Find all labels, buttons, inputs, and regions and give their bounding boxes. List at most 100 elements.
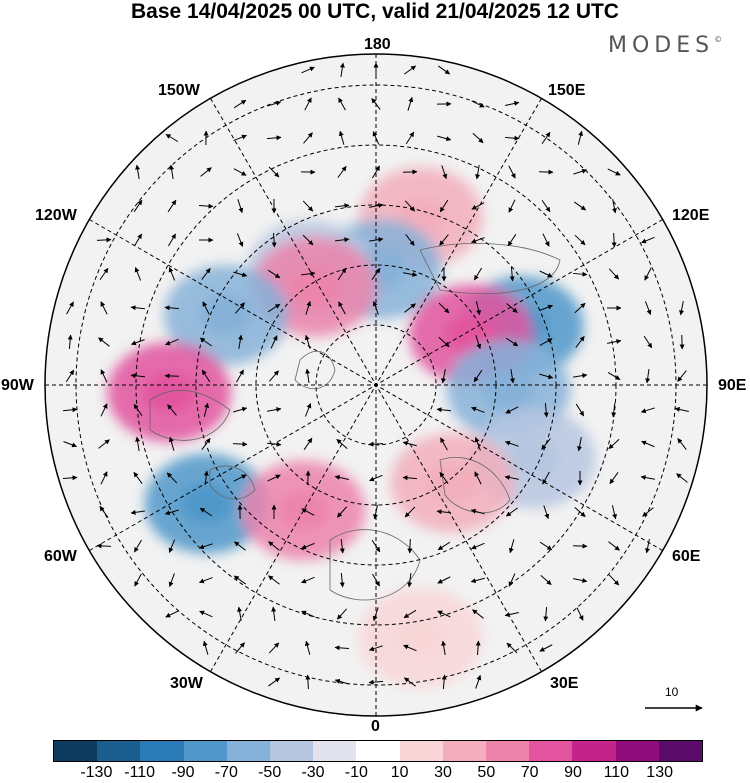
anomaly-core: [200, 295, 253, 336]
wind-arrow: [508, 199, 516, 213]
wind-arrow: [96, 543, 112, 549]
wind-arrow: [402, 169, 418, 175]
wind-arrow: [475, 335, 482, 350]
wind-arrow: [304, 640, 311, 655]
colorbar-swatch: [313, 741, 357, 761]
wind-arrow: [337, 165, 347, 178]
wind-arrow: [100, 369, 108, 383]
wind-arrow: [368, 645, 383, 652]
anomaly-core: [143, 372, 196, 413]
wind-arrow: [577, 130, 584, 145]
colorbar: [53, 740, 703, 762]
wind-arrow: [508, 539, 515, 554]
wind-arrow: [100, 471, 108, 485]
wind-arrow: [164, 509, 179, 516]
wind-arrow: [337, 267, 347, 281]
wind-arrow: [268, 541, 280, 551]
wind-arrow: [470, 577, 485, 584]
reference-vector: 10: [665, 685, 678, 699]
wind-arrow: [303, 437, 313, 451]
wind-arrow: [165, 133, 179, 143]
colorbar-tick-label: 130: [646, 764, 674, 781]
wind-arrow: [100, 301, 108, 315]
wind-arrow: [505, 337, 519, 347]
wind-arrow: [96, 237, 112, 243]
lon-label-60e: 60E: [672, 548, 701, 565]
wind-arrow: [509, 266, 515, 282]
wind-arrow: [234, 541, 246, 551]
wind-arrow: [573, 168, 588, 175]
wind-arrow: [133, 233, 143, 247]
reference-arrow: [645, 704, 703, 712]
lon-label-150e: 150E: [548, 82, 586, 99]
wind-arrow: [305, 674, 311, 690]
wind-arrow: [198, 543, 213, 550]
wind-arrow: [339, 62, 345, 77]
brand-logo: MODES©: [608, 33, 722, 58]
wind-arrow: [368, 679, 384, 685]
wind-arrow: [305, 300, 312, 315]
wind-arrow: [338, 130, 345, 145]
wind-arrow: [577, 437, 583, 452]
wind-arrow: [441, 369, 446, 384]
wind-arrow: [509, 369, 515, 384]
wind-arrow: [266, 441, 282, 447]
wind-arrow: [471, 100, 485, 108]
wind-arrow: [133, 199, 143, 213]
wind-arrow: [134, 267, 142, 281]
wind-arrow: [236, 369, 244, 383]
wind-arrow: [268, 677, 281, 687]
colorbar-tick-label: -50: [258, 764, 282, 781]
wind-arrow: [642, 507, 654, 517]
wind-arrow: [199, 337, 213, 347]
wind-arrow: [233, 134, 247, 142]
map-title: Base 14/04/2025 00 UTC, valid 21/04/2025…: [131, 0, 619, 23]
colorbar-swatch: [529, 741, 573, 761]
wind-arrow: [201, 268, 211, 280]
wind-arrow: [303, 132, 313, 144]
wind-arrow: [267, 474, 281, 482]
wind-arrow: [99, 267, 109, 281]
wind-arrow: [608, 438, 620, 450]
wind-arrow: [611, 232, 617, 248]
coastlines: [149, 243, 561, 601]
wind-arrow: [541, 438, 551, 450]
wind-arrow: [407, 572, 413, 588]
wind-arrow: [199, 507, 213, 517]
wind-arrow: [305, 368, 311, 383]
brand-name: MODES: [608, 33, 715, 58]
wind-arrow: [301, 576, 315, 584]
wind-arrow: [612, 199, 617, 214]
wind-arrow: [441, 165, 448, 180]
lon-label-150w: 150W: [158, 82, 200, 99]
wind-arrow: [645, 539, 650, 554]
wind-arrow: [574, 302, 586, 314]
wind-arrow: [676, 473, 688, 483]
wind-arrow: [438, 302, 450, 314]
wind-arrow: [130, 305, 146, 311]
wind-arrow: [640, 407, 655, 414]
wind-arrow: [611, 505, 617, 520]
colorbar-swatch: [442, 741, 487, 761]
wind-arrow: [508, 165, 516, 179]
wind-arrow: [540, 574, 552, 586]
wind-arrow: [539, 541, 553, 551]
wind-arrow: [164, 373, 180, 379]
wind-arrow: [573, 373, 588, 379]
wind-arrow: [235, 302, 245, 314]
wind-arrow: [133, 471, 143, 484]
wind-arrow: [543, 402, 549, 418]
colorbar-tick-label: 30: [434, 764, 452, 781]
wind-arrow: [203, 402, 210, 417]
wind-arrow: [372, 165, 380, 179]
colorbar-swatch: [658, 741, 703, 761]
wind-arrow: [576, 607, 584, 621]
wind-arrow: [134, 539, 142, 553]
wind-arrow: [168, 436, 175, 451]
wind-arrow: [300, 271, 316, 277]
wind-arrow: [304, 403, 312, 417]
lon-label-90w: 90W: [1, 377, 34, 394]
wind-arrow: [98, 337, 110, 347]
wind-arrow: [405, 234, 415, 246]
wind-arrow: [407, 96, 414, 111]
